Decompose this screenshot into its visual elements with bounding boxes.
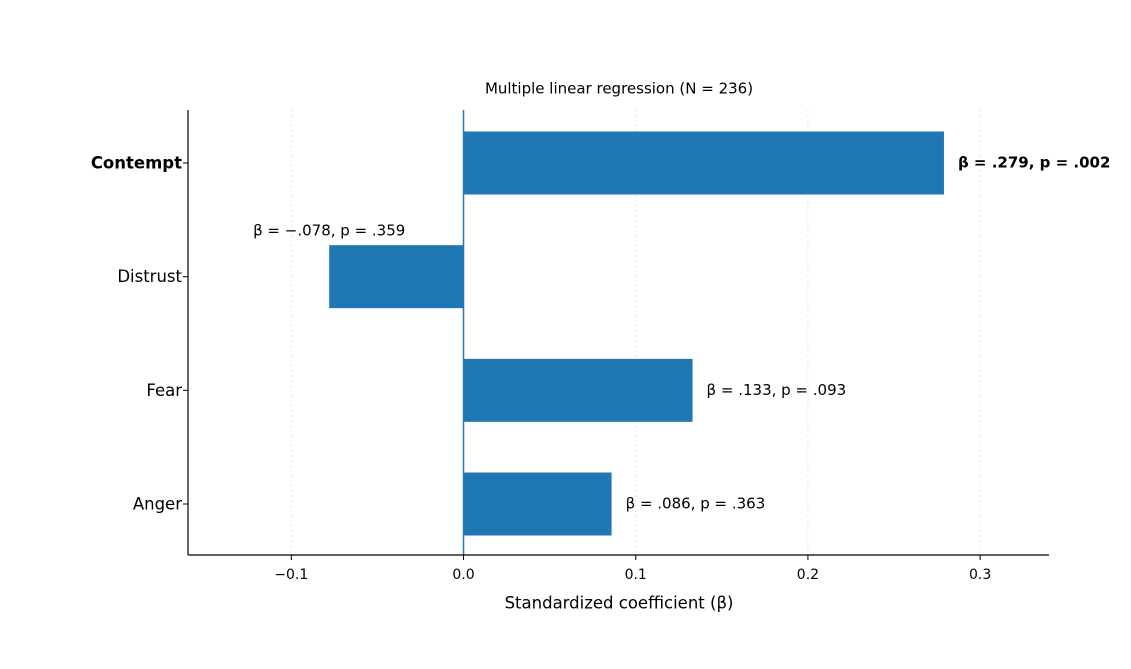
- bar: [463, 472, 612, 536]
- value-label: β = .086, p = .363: [626, 495, 766, 513]
- x-tick-label: 0.0: [452, 567, 474, 583]
- bar: [463, 358, 693, 422]
- y-tick-label: Anger: [133, 495, 182, 514]
- x-axis-label: Standardized coefficient (β): [505, 594, 734, 613]
- y-tick-label: Fear: [146, 381, 182, 400]
- y-tick-label: Contempt: [91, 154, 182, 173]
- x-tick-label: 0.3: [969, 567, 991, 583]
- x-tick-label: −0.1: [274, 567, 308, 583]
- x-tick-label: 0.2: [797, 567, 819, 583]
- y-tick-label: Distrust: [117, 267, 182, 286]
- chart-title: Multiple linear regression (N = 236): [485, 80, 753, 98]
- bar: [329, 245, 464, 309]
- value-label: β = .133, p = .093: [707, 381, 847, 399]
- x-tick-label: 0.1: [625, 567, 647, 583]
- value-label: β = .279, p = .002: [958, 154, 1110, 172]
- bar: [463, 131, 944, 195]
- value-label: β = −.078, p = .359: [253, 222, 405, 240]
